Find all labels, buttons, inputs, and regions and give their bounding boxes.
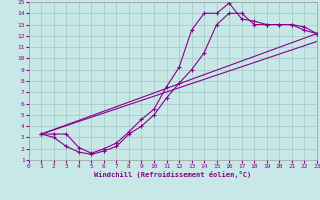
- X-axis label: Windchill (Refroidissement éolien,°C): Windchill (Refroidissement éolien,°C): [94, 171, 252, 178]
